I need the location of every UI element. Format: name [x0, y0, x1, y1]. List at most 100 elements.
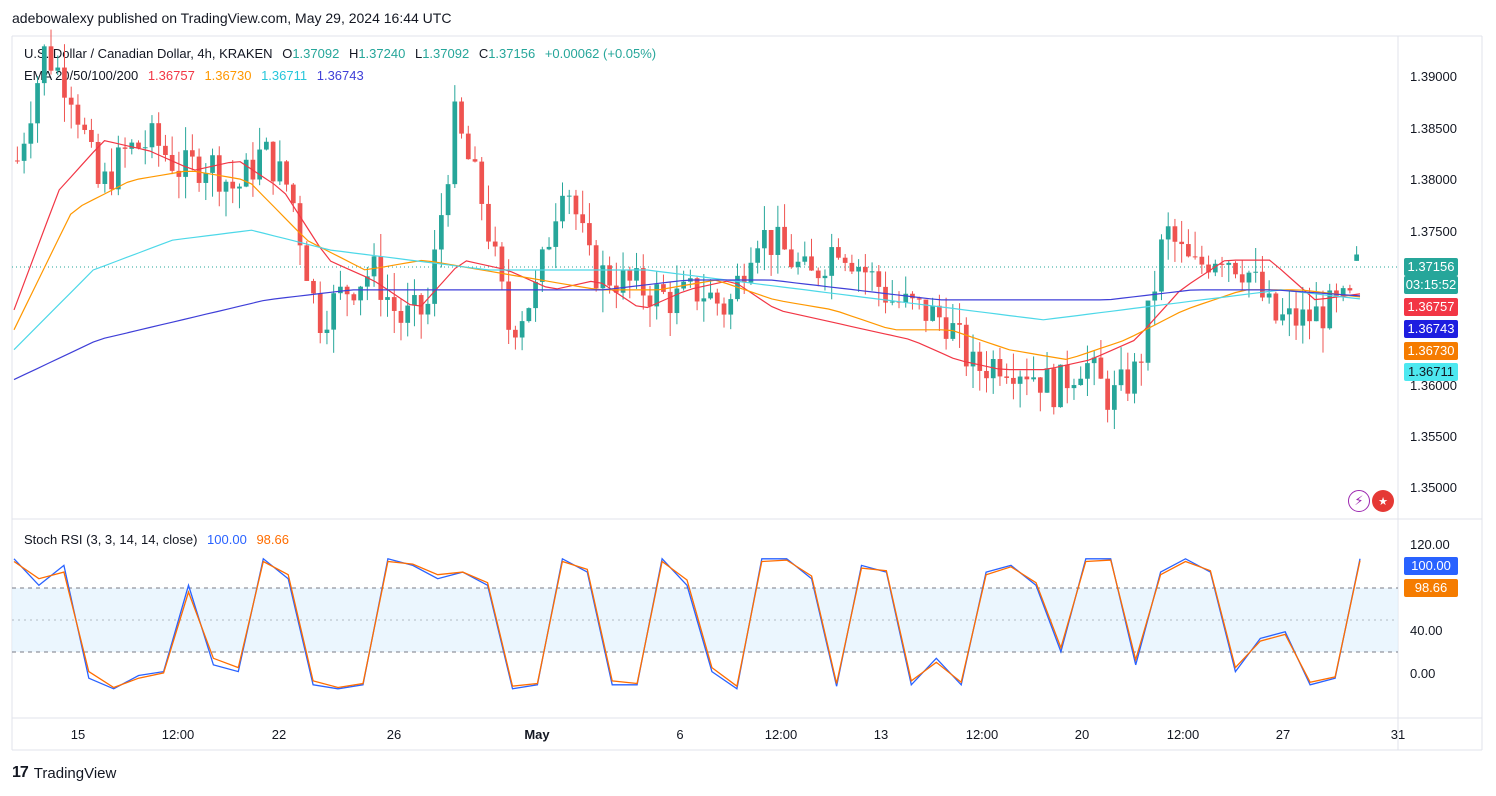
candle-down [1307, 309, 1312, 322]
candle-up [869, 271, 875, 273]
candle-down [136, 142, 141, 149]
candle-down [984, 370, 989, 379]
candle-down [782, 226, 787, 250]
candle-up [364, 276, 370, 287]
change-value: +0.00062 (+0.05%) [544, 46, 657, 61]
candle-up [1044, 368, 1050, 393]
stoch-d-tag: 98.66 [1404, 579, 1458, 597]
candle-down [883, 286, 888, 303]
candle-down [957, 323, 962, 325]
ema200-value: 1.36743 [316, 68, 364, 83]
candle-up [243, 159, 249, 187]
tradingview-brand[interactable]: 17 TradingView [12, 764, 116, 782]
stoch-k-tag: 100.00 [1404, 557, 1458, 575]
candle-up [129, 142, 135, 149]
candle-down [82, 124, 88, 130]
candles-group [15, 29, 1359, 430]
candle-up [445, 184, 451, 216]
candle-up [990, 359, 996, 379]
candle-down [1179, 241, 1185, 245]
ema-legend: EMA 20/50/100/200 1.36757 1.36730 1.3671… [24, 68, 364, 83]
stoch-label[interactable]: Stoch RSI (3, 3, 14, 14, close) [24, 532, 198, 547]
candle-up [1327, 290, 1333, 329]
ema50-tag: 1.36730 [1404, 342, 1458, 360]
candle-down [1037, 377, 1043, 393]
candle-down [580, 214, 586, 224]
candle-up [829, 247, 835, 276]
candle-up [183, 150, 188, 177]
candle-down [768, 230, 774, 255]
candle-down [876, 271, 882, 287]
candle-down [788, 249, 794, 268]
low-value: 1.37092 [422, 46, 470, 61]
candle-down [1293, 308, 1299, 326]
symbol-name[interactable]: U.S. Dollar / Canadian Dollar, 4h, KRAKE… [24, 46, 273, 61]
candle-down [95, 141, 101, 184]
candle-down [1064, 364, 1070, 389]
ema-lines-group [13, 140, 1361, 381]
price-tick-6: 1.35500 [1410, 429, 1457, 444]
countdown-tag: 03:15:52 [1404, 276, 1458, 294]
lightning-icon[interactable]: ⚡ [1348, 490, 1370, 512]
candle-down [613, 285, 619, 293]
candle-up [1111, 385, 1117, 410]
candle-up [600, 265, 606, 289]
candle-up [748, 262, 754, 283]
candle-up [264, 141, 269, 150]
candle-up [903, 293, 909, 303]
candle-up [1145, 300, 1151, 363]
stoch-k-line [13, 557, 1361, 690]
candle-down [48, 46, 54, 71]
candle-down [479, 161, 485, 204]
candle-up [223, 181, 229, 192]
time-tick: 12:00 [965, 727, 999, 742]
candle-up [1058, 364, 1063, 408]
candle-up [539, 249, 545, 282]
price-tick-3: 1.38000 [1410, 172, 1457, 187]
candle-down [1260, 271, 1265, 298]
candle-down [923, 299, 929, 321]
candle-up [1085, 363, 1090, 379]
candle-up [405, 305, 411, 323]
candle-down [1125, 369, 1131, 394]
candle-down [573, 195, 579, 215]
ema200-line [13, 279, 1361, 381]
symbol-legend: U.S. Dollar / Canadian Dollar, 4h, KRAKE… [24, 46, 656, 61]
candle-down [640, 268, 646, 296]
publisher-line: adebowalexy published on TradingView.com… [12, 10, 452, 26]
price-tick-5: 1.36000 [1410, 378, 1457, 393]
high-label: H [348, 46, 359, 61]
candle-up [28, 123, 34, 144]
ema50-value: 1.36730 [204, 68, 252, 83]
time-tick: May [524, 727, 550, 742]
candle-up [1078, 378, 1084, 386]
candle-up [634, 268, 639, 281]
brand-name: TradingView [33, 764, 117, 782]
candle-down [849, 262, 855, 272]
candle-down [1172, 226, 1178, 242]
us-flag-icon[interactable]: ★ [1372, 490, 1394, 512]
stoch-tick-0: 0.00 [1410, 666, 1436, 681]
candle-up [1246, 272, 1252, 283]
time-tick: 6 [676, 727, 684, 742]
candle-down [1024, 376, 1030, 380]
candle-up [1165, 226, 1171, 240]
candle-up [701, 298, 707, 302]
candle-down [459, 101, 464, 134]
candle-down [68, 97, 74, 105]
open-value: 1.37092 [292, 46, 340, 61]
candle-down [513, 329, 518, 338]
candle-down [189, 150, 195, 157]
ema-label[interactable]: EMA 20/50/100/200 [24, 68, 139, 83]
candle-down [472, 159, 478, 162]
candle-up [533, 281, 538, 309]
candle-up [889, 301, 895, 303]
candle-down [1098, 357, 1104, 379]
time-tick: 31 [1390, 727, 1406, 742]
candle-down [62, 67, 67, 98]
candle-down [943, 317, 949, 339]
candle-down [492, 241, 498, 247]
candle-down [351, 294, 357, 301]
candle-down [937, 305, 942, 318]
